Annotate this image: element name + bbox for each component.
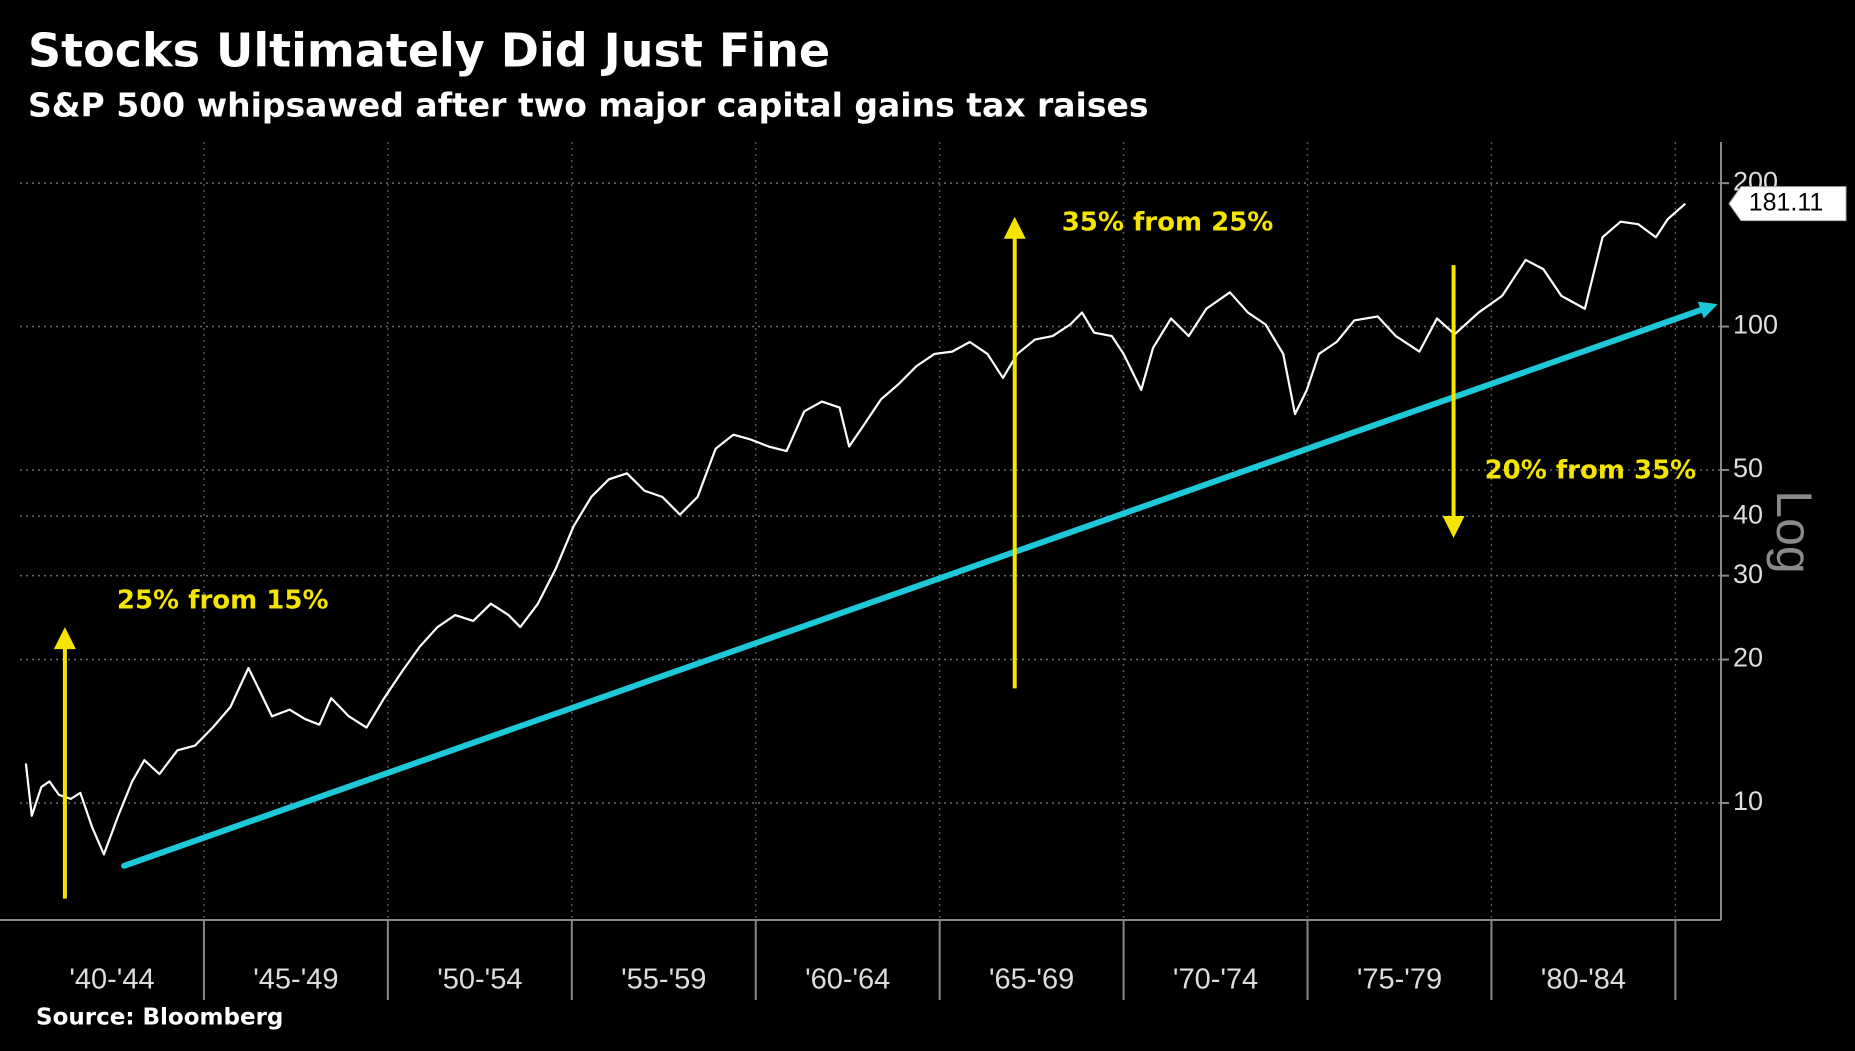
annotation-arrowhead xyxy=(53,627,76,650)
grid xyxy=(0,142,1729,1000)
y-tick-label: 40 xyxy=(1733,499,1763,529)
x-tick-label: '60-'64 xyxy=(805,964,890,996)
y-tick-label: 30 xyxy=(1733,559,1763,589)
chart-title: Stocks Ultimately Did Just Fine xyxy=(28,24,830,78)
x-tick-label: '80-'84 xyxy=(1541,964,1626,996)
x-tick-label: '50-'54 xyxy=(437,964,522,996)
last-value-box xyxy=(1728,186,1847,222)
annotation-label: 20% from 35% xyxy=(1485,455,1697,485)
plot xyxy=(24,202,1718,899)
annotation-arrowhead xyxy=(1003,216,1026,239)
chart-subtitle: S&P 500 whipsawed after two major capita… xyxy=(28,86,1149,125)
x-tick-label: '65-'69 xyxy=(989,964,1074,996)
y-tick-label: 100 xyxy=(1733,310,1778,340)
y-tick-label: 20 xyxy=(1733,643,1763,673)
last-value-label: 181.11 xyxy=(1749,188,1824,216)
y-scale-label: Log xyxy=(1766,490,1822,573)
x-tick-label: '40-'44 xyxy=(69,964,154,996)
series-line xyxy=(24,202,1687,856)
annotation-label: 25% from 15% xyxy=(117,586,329,616)
y-tick-label: 50 xyxy=(1733,453,1763,483)
annotation-arrowhead xyxy=(1442,515,1465,538)
x-tick-label: '70-'74 xyxy=(1173,964,1258,996)
x-tick-label: '75-'79 xyxy=(1357,964,1442,996)
x-tick-label: '55-'59 xyxy=(621,964,706,996)
source: Source: Bloomberg xyxy=(36,1005,283,1031)
x-tick-label: '45-'49 xyxy=(253,964,338,996)
y-tick-label: 10 xyxy=(1733,786,1763,816)
annotation-label: 35% from 25% xyxy=(1062,207,1274,237)
trend-arrowhead xyxy=(1697,301,1718,319)
trend-line xyxy=(121,307,1704,869)
